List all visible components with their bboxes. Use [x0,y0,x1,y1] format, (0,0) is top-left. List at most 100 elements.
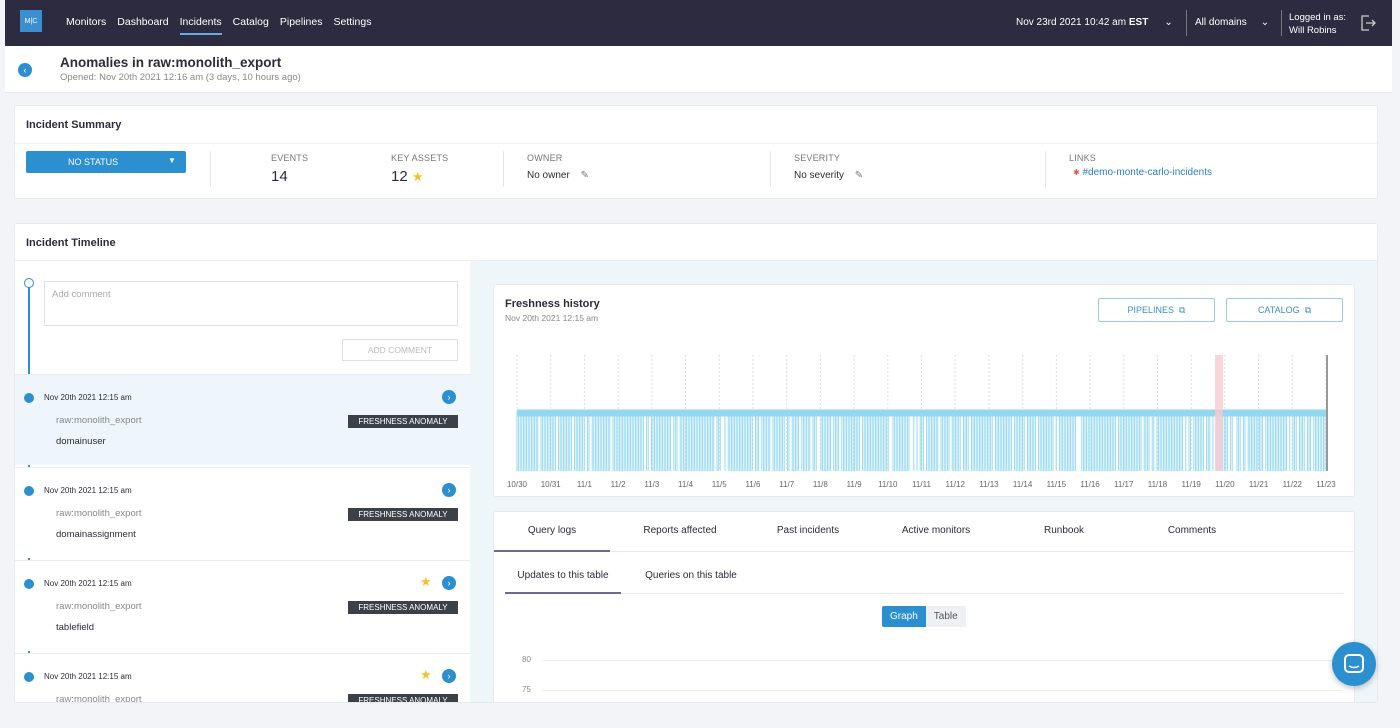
star: ★ [420,574,432,589]
domain-picker[interactable]: All domains ⌄ [1195,17,1270,28]
key-assets-count: 12 ★ [391,168,424,185]
comment-input[interactable]: Add comment [44,281,458,326]
divider [210,151,211,187]
x-tick-label: 11/13 [979,480,999,489]
subtab[interactable]: Queries on this table [645,570,737,581]
divider [770,151,771,187]
chart-title: Freshness history [505,298,600,310]
timeline-dot [24,393,34,403]
x-tick-label: 11/18 [1148,480,1168,489]
page-title: Anomalies in raw:monolith_export [60,55,282,70]
key-assets-label: KEY ASSETS [391,153,449,163]
x-tick-label: 10/30 [507,480,528,489]
x-tick-label: 11/7 [779,480,795,489]
timeline-dot [24,579,34,589]
events-label: EVENTS [271,153,309,163]
event-tag: FRESHNESS ANOMALY [348,508,458,521]
severity-value: No severity [794,170,845,181]
severity-label: SEVERITY [794,153,841,163]
chat-launcher[interactable] [1332,642,1376,686]
add-comment-button[interactable]: ADD COMMENT [342,339,458,361]
nav-item[interactable]: Incidents [179,16,222,35]
status-dropdown[interactable]: NO STATUS ▼ [26,151,186,173]
logo[interactable]: M|C [20,10,42,32]
y-tick-label: 75 [522,685,531,694]
owner[interactable]: No owner ✎ [527,170,589,181]
severity[interactable]: No severity ✎ [794,170,864,181]
x-tick-label: 11/10 [878,480,898,489]
event-field: domainuser [56,436,106,447]
x-tick-label: 11/8 [813,480,829,489]
event-table: raw:monolith_export [56,694,142,703]
divider [15,260,1377,261]
subtab[interactable]: Updates to this table [505,562,621,594]
freshness-card: Freshness history Nov 20th 2021 12:15 am… [493,284,1355,497]
timeline-list: Add comment ADD COMMENT Nov 20th 2021 12… [15,261,470,703]
back-button[interactable]: ‹ [18,63,32,77]
grid-line [542,660,1342,661]
open-event[interactable]: › [442,483,456,497]
chat-icon [1344,654,1364,673]
x-tick-label: 11/14 [1013,480,1033,489]
button-label: PIPELINES [1127,305,1175,315]
x-tick-label: 11/23 [1316,480,1336,489]
logout-icon[interactable] [1360,14,1376,32]
event-time: Nov 20th 2021 12:15 am [44,672,132,681]
timeline-event[interactable]: Nov 20th 2021 12:15 am ★ › raw:monolith_exp… [15,560,470,651]
status: NO STATUS [68,157,119,167]
timeline-start [24,278,34,288]
top-nav: M|C Monitors Dashboard Incidents Catalog Pip… [5,0,1392,46]
event-table: raw:monolith_export [56,601,142,612]
row-chart: 80 75 [494,652,1354,702]
event-table: raw:monolith_export [56,508,142,519]
x-tick-label: 11/16 [1080,480,1100,489]
event-tag: FRESHNESS ANOMALY [348,694,458,702]
tab[interactable]: Runbook [1043,525,1085,536]
page-subtitle: Opened: Nov 20th 2021 12:16 am (3 days, … [60,72,301,83]
logged-in-label: Logged in as: [1289,12,1347,23]
datetime-picker[interactable]: Nov 23rd 2021 10:42 am EST ⌄ [1016,17,1173,28]
nav-item[interactable]: Monitors [66,16,107,28]
tab[interactable]: Active monitors [901,525,971,536]
event-time: Nov 20th 2021 12:15 am [44,579,132,588]
timeline-dot [24,486,34,496]
catalog-button[interactable]: CATALOG ⧉ [1226,298,1343,322]
nav-item[interactable]: Catalog [232,16,269,28]
tab[interactable]: Comments [1167,525,1217,536]
toggle-graph[interactable]: Graph [882,606,926,627]
events-count: 14 [271,168,288,185]
link-text: #demo-monte-carlo-incidents [1082,167,1212,178]
nav-item[interactable]: Dashboard [117,16,169,28]
slack-link[interactable]: ✱ #demo-monte-carlo-incidents [1073,167,1212,178]
tab[interactable]: Past incidents [776,525,840,536]
user-name: Will Robins [1289,25,1337,36]
section-title: Incident Summary [26,119,122,131]
event-tag: FRESHNESS ANOMALY [348,415,458,428]
open-event[interactable]: › [442,390,456,404]
nav-item[interactable]: Settings [333,16,372,28]
x-tick-label: 11/6 [745,480,761,489]
open-event[interactable]: › [442,669,456,683]
links-label: LINKS [1069,153,1097,163]
open-event[interactable]: › [442,576,456,590]
event-field: domainassignment [56,529,136,540]
grid-line [542,690,1342,691]
divider [15,143,1379,144]
owner-value: No owner [527,170,570,181]
divider [1186,10,1187,36]
x-tick-label: 11/1 [577,480,593,489]
toggle-table[interactable]: Table [925,606,966,627]
tab[interactable]: Query logs [494,512,610,552]
timeline-event[interactable]: Nov 20th 2021 12:15 am › raw:monolith_expo… [15,374,470,465]
timeline-event[interactable]: Nov 20th 2021 12:15 am ★ › raw:monolith_exp… [15,653,470,703]
x-tick-label: 11/20 [1215,480,1235,489]
event-table: raw:monolith_export [56,415,142,426]
nav-item[interactable]: Pipelines [279,16,323,28]
pipelines-button[interactable]: PIPELINES ⧉ [1098,298,1215,322]
divider [503,151,504,187]
x-tick-label: 11/11 [912,480,931,489]
divider [1281,10,1282,36]
timeline-event[interactable]: Nov 20th 2021 12:15 am › raw:monolith_expo… [15,467,470,558]
tab[interactable]: Reports affected [643,525,717,536]
button-label: CATALOG [1257,305,1300,315]
